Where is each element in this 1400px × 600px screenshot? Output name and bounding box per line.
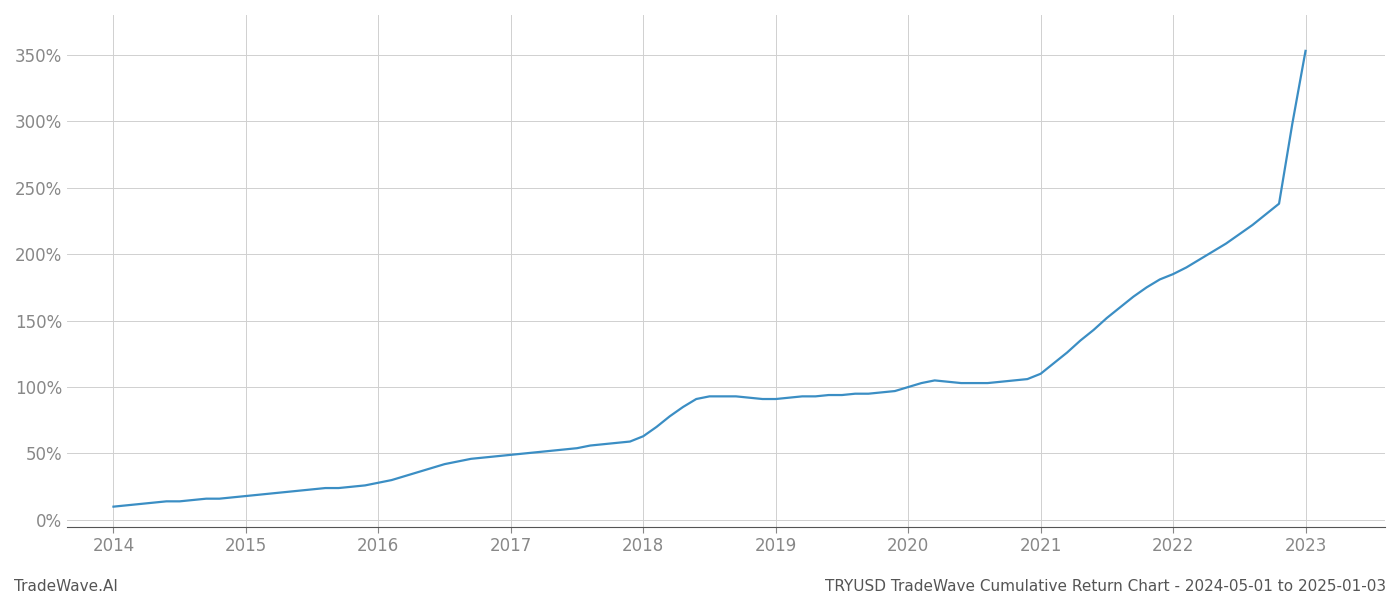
Text: TRYUSD TradeWave Cumulative Return Chart - 2024-05-01 to 2025-01-03: TRYUSD TradeWave Cumulative Return Chart… (825, 579, 1386, 594)
Text: TradeWave.AI: TradeWave.AI (14, 579, 118, 594)
